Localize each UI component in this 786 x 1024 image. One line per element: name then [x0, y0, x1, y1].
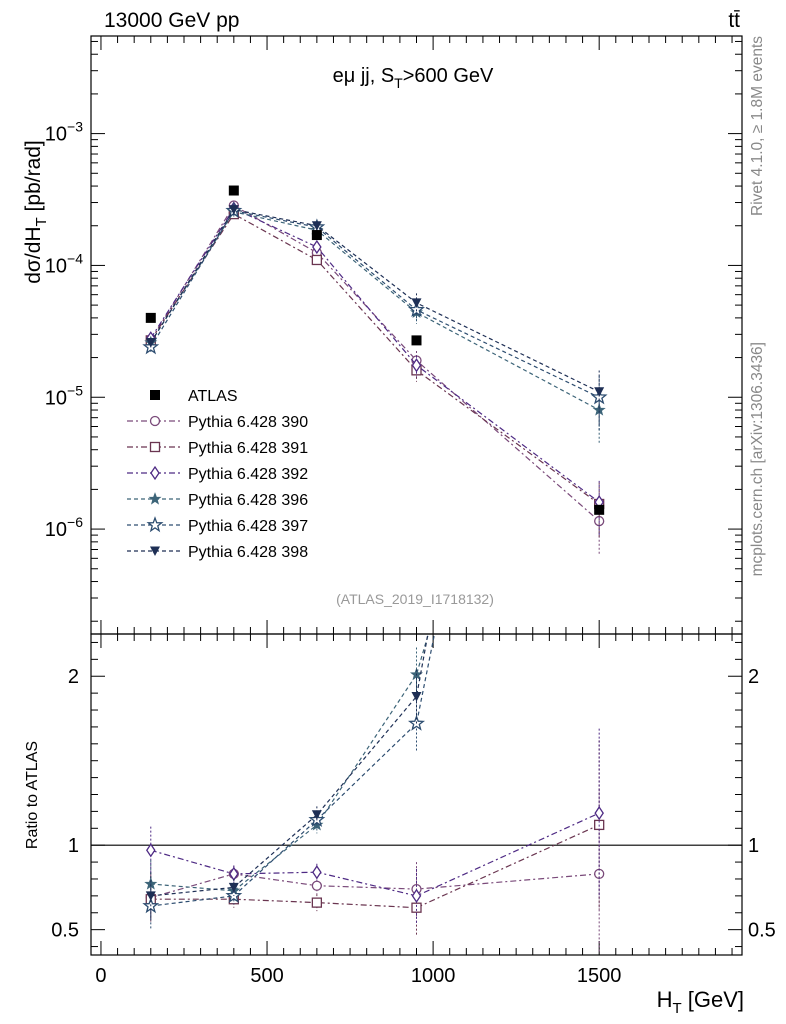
series-line	[150, 211, 600, 411]
x-tick-label: 1500	[577, 965, 622, 987]
y-tick-label: 10−4	[45, 250, 83, 277]
svg-text:HT [GeV]: HT [GeV]	[657, 987, 744, 1017]
y-tick-label: 10−5	[45, 382, 83, 409]
series-point	[408, 301, 425, 317]
ratio-y-tick-label: 1	[748, 835, 759, 857]
mcplots-label: mcplots.cern.ch [arXiv:1306.3436]	[749, 342, 766, 576]
x-tick-label: 1000	[411, 965, 456, 987]
y-tick-label: 10−3	[45, 119, 83, 146]
svg-text:eμ jj, ST>600 GeV: eμ jj, ST>600 GeV	[333, 65, 494, 91]
ratio-point	[411, 888, 422, 904]
legend-entry: Pythia 6.428 397	[127, 516, 308, 535]
header-left-label: 13000 GeV pp	[104, 9, 239, 32]
ratio-point	[145, 891, 156, 901]
series-point	[228, 205, 239, 215]
series-point	[311, 221, 322, 231]
tick-labels: 0 500 1000 1500 10−6 10−5 10−4 10−3 0.5 0.5 1 1 2 2	[45, 119, 776, 987]
legend-entry: Pythia 6.428 396	[127, 492, 308, 509]
legend-marker	[150, 390, 160, 400]
ratio-y-axis-label: Ratio to ATLAS	[24, 741, 41, 849]
ratio-series-layer	[142, 634, 605, 954]
y-tick-label: 10−6	[45, 514, 83, 541]
analysis-label: (ATLAS_2019_I1718132)	[336, 591, 494, 607]
series-point	[594, 387, 605, 397]
series-point	[311, 254, 323, 266]
series-line	[150, 207, 600, 503]
data-point	[594, 504, 605, 515]
data-point	[145, 312, 156, 323]
series-line	[150, 210, 600, 398]
legend-label: Pythia 6.428 391	[188, 440, 308, 457]
ratio-y-tick-label: 0.5	[748, 920, 776, 942]
ratio-point	[146, 843, 156, 858]
legend-label: Pythia 6.428 396	[188, 492, 308, 509]
ratio-point	[594, 805, 604, 821]
ratio-y-tick-label: 0.5	[51, 920, 79, 942]
ratio-line	[150, 812, 600, 897]
legend-label: ATLAS	[188, 388, 238, 405]
series-line	[150, 213, 600, 505]
data-point	[311, 230, 322, 241]
chart-title: eμ jj, ST>600 GeV	[333, 65, 494, 91]
legend-label: Pythia 6.428 390	[188, 414, 308, 431]
ratio-y-tick-label: 1	[68, 835, 79, 857]
x-axis-label: HT [GeV]	[657, 987, 744, 1017]
data-point	[228, 185, 239, 196]
ratio-y-tick-label: 2	[68, 666, 79, 688]
series-point	[411, 298, 422, 308]
header-right-label: tt̄	[728, 9, 740, 32]
legend-entry: Pythia 6.428 398	[127, 544, 308, 561]
ratio-point	[311, 810, 322, 820]
legend-marker	[146, 516, 164, 533]
legend-label: Pythia 6.428 392	[188, 466, 308, 483]
ratio-axis-ticks	[91, 634, 742, 955]
data-point	[411, 335, 422, 346]
legend-marker	[150, 465, 160, 481]
legend-marker	[150, 546, 160, 556]
main-series-layer	[142, 185, 608, 556]
legend-marker	[149, 441, 161, 453]
legend: ATLAS Pythia 6.428 390 Pythia 6.428 391 Pyt…	[127, 388, 308, 561]
series-point	[312, 239, 322, 255]
legend-marker	[149, 415, 161, 427]
legend-marker	[148, 492, 162, 505]
legend-label: Pythia 6.428 397	[188, 518, 308, 535]
ratio-point	[312, 865, 322, 880]
legend-entry: Pythia 6.428 390	[127, 414, 308, 431]
legend-entry: ATLAS	[150, 388, 238, 405]
ratio-y-tick-label: 2	[748, 666, 759, 688]
legend-entry: Pythia 6.428 391	[127, 440, 308, 457]
main-axis-ticks	[91, 36, 742, 634]
x-tick-label: 500	[250, 965, 283, 987]
ratio-point	[228, 882, 239, 893]
series-point	[411, 358, 422, 373]
legend-entry: Pythia 6.428 392	[127, 465, 308, 483]
x-tick-label: 0	[95, 965, 106, 987]
ratio-line	[150, 824, 600, 909]
ratio-point	[411, 902, 422, 913]
ratio-point	[311, 880, 323, 891]
ratio-point	[411, 692, 422, 702]
series-point	[145, 338, 156, 348]
ratio-point	[311, 897, 323, 908]
rivet-label: Rivet 4.1.0, ≥ 1.8M events	[749, 36, 766, 216]
legend-label: Pythia 6.428 398	[188, 544, 308, 561]
